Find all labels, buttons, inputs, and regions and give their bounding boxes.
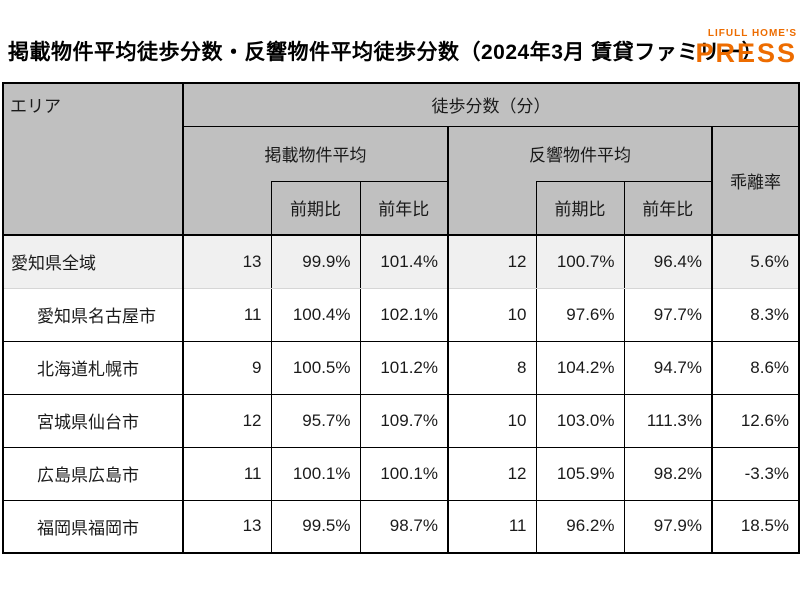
header-response-prev-period: 前期比 [535, 180, 625, 236]
deviation-cell: 12.6% [710, 393, 800, 448]
listed-avg-cell: 13 [182, 234, 272, 289]
table-row: 愛知県全域 13 99.9% 101.4% 12 100.7% 96.4% 5.… [2, 234, 800, 289]
area-cell: 北海道札幌市 [2, 340, 184, 395]
listed-prev-year-cell: 98.7% [359, 499, 449, 554]
response-prev-period-cell: 100.7% [535, 234, 625, 289]
subheader-spacer-cell [182, 181, 272, 236]
deviation-cell: 8.3% [710, 287, 800, 342]
table-row: 福岡県福岡市 13 99.5% 98.7% 11 96.2% 97.9% 18.… [2, 499, 800, 554]
header-response-prev-year: 前年比 [623, 180, 713, 236]
table-row: 宮城県仙台市 12 95.7% 109.7% 10 103.0% 111.3% … [2, 393, 800, 448]
response-avg-cell: 10 [447, 393, 537, 448]
listed-avg-cell: 11 [182, 446, 272, 501]
listed-prev-period-cell: 100.5% [270, 340, 361, 395]
listed-prev-year-cell: 101.4% [359, 234, 449, 289]
listed-avg-cell: 11 [182, 287, 272, 342]
header-walk-minutes: 徒歩分数（分） [181, 82, 800, 127]
response-prev-period-cell: 97.6% [535, 287, 625, 342]
listed-avg-cell: 9 [182, 340, 272, 395]
table-row: 広島県広島市 11 100.1% 100.1% 12 105.9% 98.2% … [2, 446, 800, 501]
response-avg-cell: 11 [447, 499, 537, 554]
response-prev-period-cell: 103.0% [535, 393, 625, 448]
logo-press-text: PRESS [695, 38, 797, 68]
deviation-cell: 18.5% [710, 499, 800, 554]
response-prev-year-cell: 97.7% [623, 287, 713, 342]
listed-prev-year-cell: 100.1% [359, 446, 449, 501]
header-listed-prev-period: 前期比 [270, 180, 361, 236]
header-response-average: 反響物件平均 [447, 125, 713, 181]
area-cell: 宮城県仙台市 [2, 393, 184, 448]
listed-prev-period-cell: 95.7% [270, 393, 361, 448]
area-cell: 福岡県福岡市 [2, 499, 184, 554]
area-cell: 愛知県名古屋市 [2, 287, 184, 342]
deviation-cell: -3.3% [710, 446, 800, 501]
area-cell: 愛知県全域 [2, 234, 184, 289]
table-row: 北海道札幌市 9 100.5% 101.2% 8 104.2% 94.7% 8.… [2, 340, 800, 395]
response-prev-period-cell: 96.2% [535, 499, 625, 554]
subheader-spacer-cell [447, 181, 537, 236]
response-prev-period-cell: 104.2% [535, 340, 625, 395]
response-prev-year-cell: 96.4% [623, 234, 713, 289]
listed-avg-cell: 12 [182, 393, 272, 448]
deviation-cell: 8.6% [710, 340, 800, 395]
response-prev-period-cell: 105.9% [535, 446, 625, 501]
response-avg-cell: 8 [447, 340, 537, 395]
response-avg-cell: 10 [447, 287, 537, 342]
response-avg-cell: 12 [447, 446, 537, 501]
lifull-homes-press-logo: LIFULL HOME'S PRESS [695, 29, 797, 67]
logo-brand-text: LIFULL HOME'S [707, 28, 797, 39]
header-listed-average: 掲載物件平均 [182, 125, 449, 181]
listed-prev-period-cell: 100.1% [270, 446, 361, 501]
listed-avg-cell: 13 [182, 499, 272, 554]
response-avg-cell: 12 [447, 234, 537, 289]
walk-minutes-table: エリア 徒歩分数（分） 掲載物件平均 反響物件平均 乖離率 前期比 前年比 前期… [2, 82, 800, 554]
table-row: 愛知県名古屋市 11 100.4% 102.1% 10 97.6% 97.7% … [2, 287, 800, 342]
header-deviation-rate: 乖離率 [710, 125, 800, 236]
listed-prev-period-cell: 99.5% [270, 499, 361, 554]
response-prev-year-cell: 94.7% [623, 340, 713, 395]
response-prev-year-cell: 98.2% [623, 446, 713, 501]
response-prev-year-cell: 97.9% [623, 499, 713, 554]
header-listed-prev-year: 前年比 [359, 180, 449, 236]
deviation-cell: 5.6% [710, 234, 800, 289]
header-area: エリア [2, 82, 184, 236]
listed-prev-year-cell: 102.1% [359, 287, 449, 342]
listed-prev-year-cell: 109.7% [359, 393, 449, 448]
listed-prev-period-cell: 99.9% [270, 234, 361, 289]
page-title: 掲載物件平均徒歩分数・反響物件平均徒歩分数（2024年3月 賃貸ファミリー） [8, 41, 764, 64]
listed-prev-year-cell: 101.2% [359, 340, 449, 395]
listed-prev-period-cell: 100.4% [270, 287, 361, 342]
response-prev-year-cell: 111.3% [623, 393, 713, 448]
area-cell: 広島県広島市 [2, 446, 184, 501]
